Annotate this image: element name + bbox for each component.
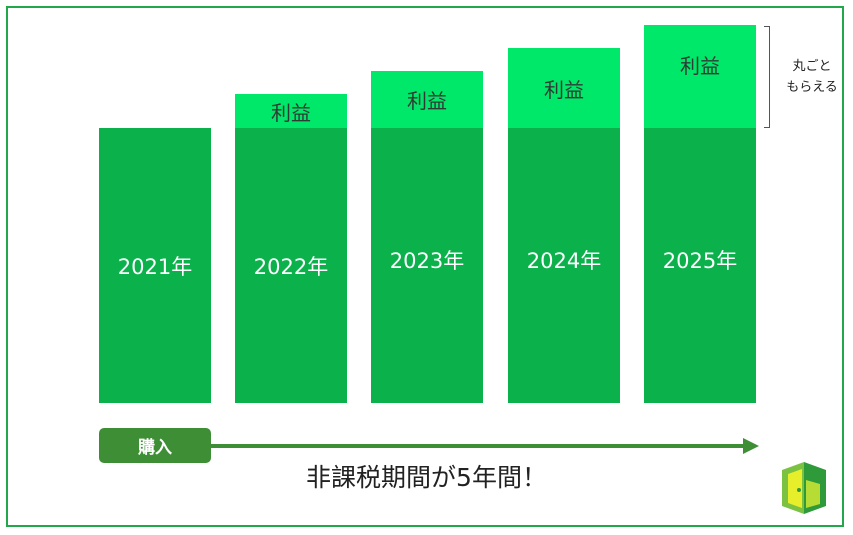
bar-2024: 2024年 (508, 128, 620, 403)
purchase-tag: 購入 (99, 428, 211, 463)
profit-label: 利益 (544, 77, 584, 102)
arrow-head-icon (743, 438, 759, 454)
timeline-arrow-line (211, 444, 745, 448)
bar-2021: 2021年 (99, 128, 211, 403)
side-note-line1: 丸ごと (792, 59, 832, 74)
profit-segment-2023: 利益 (371, 71, 483, 128)
bar-year-label: 2024年 (526, 248, 602, 273)
bar-year-label: 2025年 (662, 248, 738, 273)
side-note-line2: もらえる (786, 80, 838, 95)
profit-label: 利益 (407, 89, 447, 113)
bar-2023: 2023年 (371, 128, 483, 403)
profit-label: 利益 (271, 100, 311, 125)
profit-segment-2025: 利益 (644, 25, 756, 128)
profit-label: 利益 (680, 54, 720, 78)
bar-2025: 2025年 (644, 128, 756, 403)
profit-bracket (764, 26, 770, 128)
caption: 非課税期間が5年間！ (306, 463, 547, 492)
bar-2022: 2022年 (235, 128, 347, 403)
bar-year-label: 2021年 (117, 254, 193, 279)
door-icon (782, 462, 826, 514)
bar-year-label: 2022年 (253, 254, 329, 279)
profit-segment-2024: 利益 (508, 48, 620, 128)
diagram-frame (6, 6, 844, 527)
bar-year-label: 2023年 (389, 248, 465, 273)
profit-segment-2022: 利益 (235, 94, 347, 128)
side-note: 丸ごと もらえる (776, 56, 848, 98)
